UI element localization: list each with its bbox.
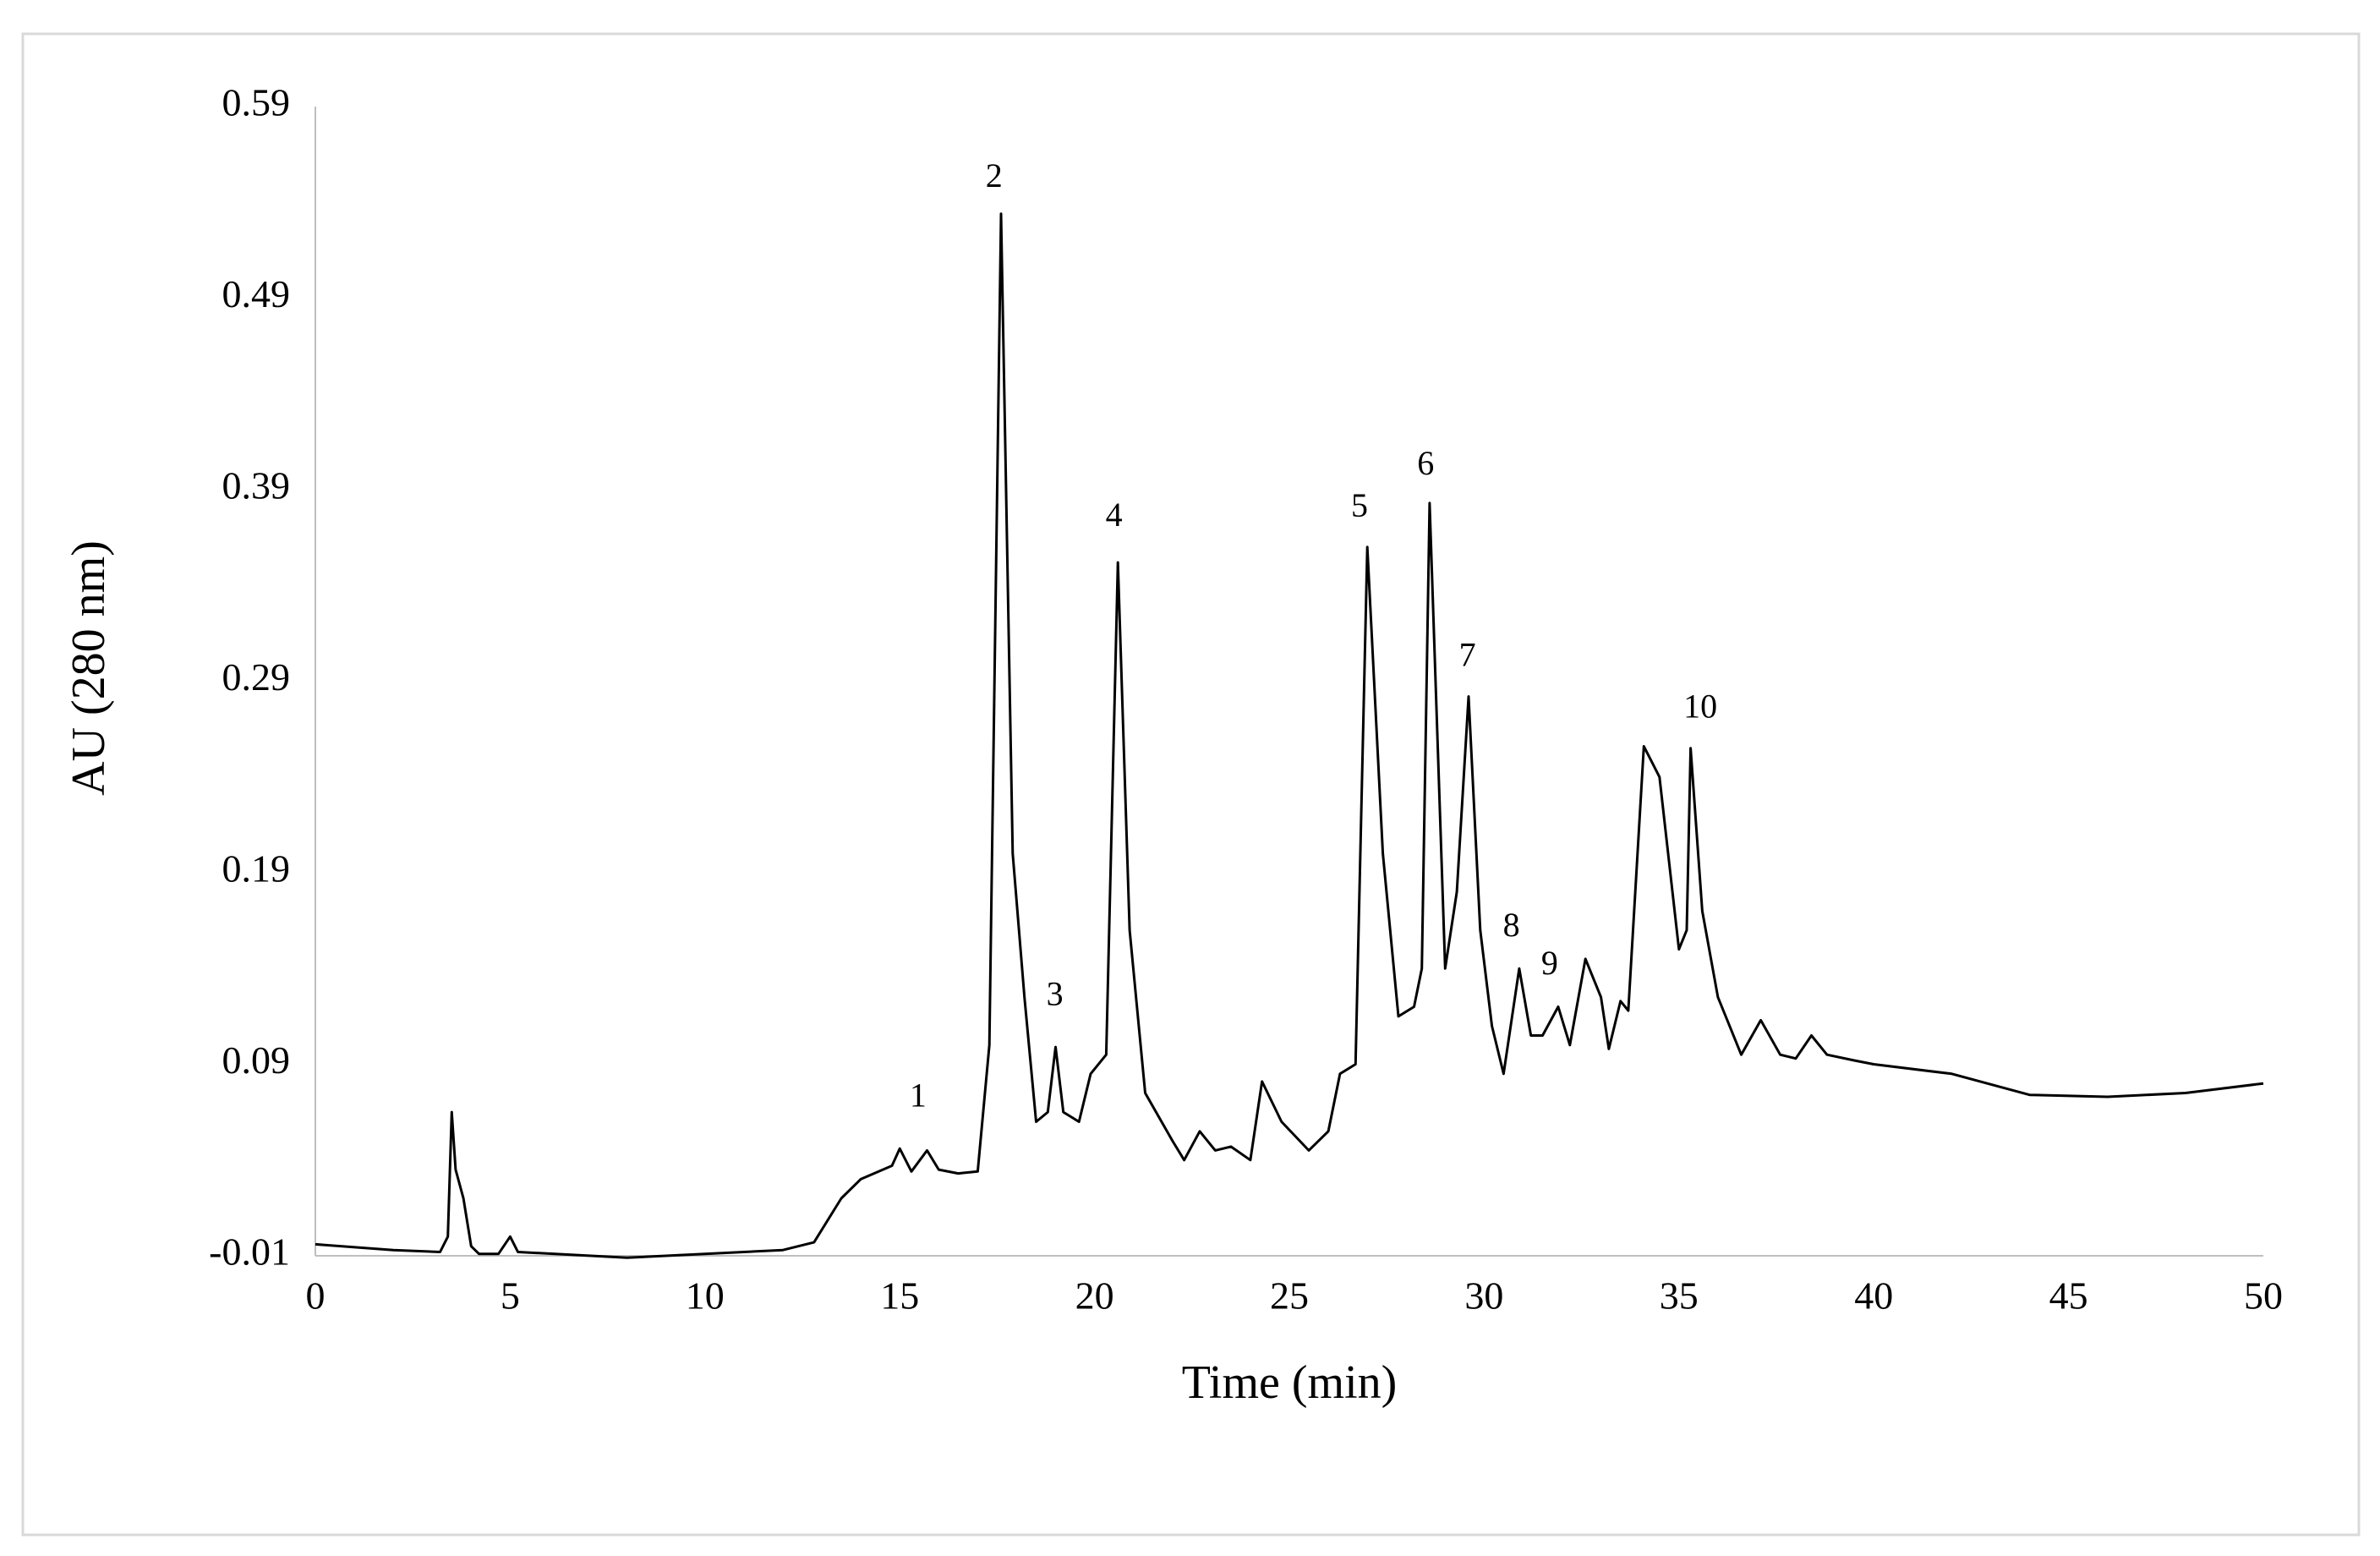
y-tick-label: 0.39 — [222, 464, 291, 507]
peak-label: 7 — [1459, 635, 1476, 673]
x-tick-label: 30 — [1464, 1274, 1503, 1318]
x-tick-label: 50 — [2244, 1274, 2283, 1318]
x-tick-label: 10 — [686, 1274, 725, 1318]
peak-label: 5 — [1351, 486, 1368, 524]
chart-border — [21, 32, 2361, 1537]
peak-label: 4 — [1106, 496, 1123, 534]
x-tick-label: 35 — [1660, 1274, 1699, 1318]
y-tick-label: 0.09 — [222, 1038, 291, 1082]
peak-label: 10 — [1683, 688, 1717, 726]
y-tick-label: 0.49 — [222, 272, 291, 315]
y-tick-label: 0.29 — [222, 655, 291, 699]
chromatogram-line — [315, 212, 2264, 1259]
peak-label: 3 — [1047, 974, 1064, 1012]
peak-label: 6 — [1417, 444, 1434, 482]
y-tick-label: -0.01 — [209, 1230, 290, 1274]
peak-label: 1 — [910, 1076, 927, 1114]
x-tick-label: 5 — [501, 1274, 520, 1318]
x-tick-label: 15 — [880, 1274, 919, 1318]
peak-label: 8 — [1503, 906, 1520, 944]
peak-label: 2 — [986, 156, 1003, 194]
x-axis-title: Time (min) — [1182, 1356, 1398, 1409]
x-tick-label: 0 — [306, 1274, 326, 1318]
y-tick-label: 0.19 — [222, 847, 291, 890]
x-tick-label: 25 — [1270, 1274, 1309, 1318]
x-tick-label: 40 — [1854, 1274, 1893, 1318]
x-tick-label: 20 — [1075, 1274, 1114, 1318]
peak-label: 9 — [1541, 944, 1558, 982]
y-tick-label: 0.59 — [222, 81, 291, 124]
x-tick-label: 45 — [2049, 1274, 2088, 1318]
y-axis-title: AU (280 nm) — [63, 540, 115, 796]
